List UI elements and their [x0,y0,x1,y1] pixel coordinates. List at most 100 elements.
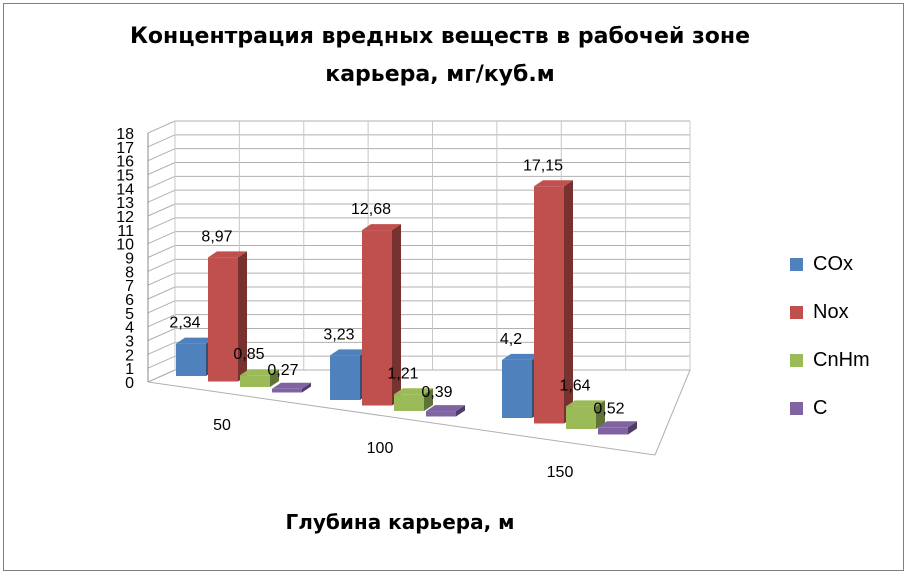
bar-side-cnhm [424,388,433,411]
x-tick-label: 50 [213,417,231,434]
bar-cox [502,359,532,418]
gridline-side [147,175,176,189]
bar-side-c [456,405,465,417]
y-tick-label: 13 [116,195,134,212]
y-tick-label: 9 [125,251,134,268]
bar-side-nox [392,224,401,406]
bar-top-nox [362,224,401,231]
y-tick-label: 4 [125,320,134,337]
gridline-side [147,203,176,217]
y-tick-label: 3 [125,334,134,351]
data-label-cox: 2,34 [169,315,200,332]
y-tick-label: 5 [125,306,134,323]
gridline-side [147,341,176,355]
bar-cnhm [394,394,424,411]
legend-label-cnhm: CnHm [813,348,870,371]
gridline-side [147,355,176,369]
legend-label-c: C [813,396,828,419]
legend-swatch-nox [790,305,803,319]
y-tick-label: 12 [116,209,134,226]
legend-item-cox: COx [790,240,900,288]
data-label-cnhm: 0,85 [233,346,264,363]
data-label-cox: 3,23 [323,326,354,343]
bar-nox [534,186,564,424]
bar-cnhm [240,375,270,387]
bar-top-nox [534,180,573,187]
bar-side-nox [564,180,573,424]
y-tick-label: 0 [125,375,134,392]
legend-swatch-c [790,401,803,415]
y-tick-label: 1 [125,361,134,378]
bar-cox [176,343,206,376]
data-label-nox: 17,15 [523,157,563,174]
bar-side-c [628,421,637,435]
bar-side-cnhm [270,369,279,387]
gridline-side [147,328,176,341]
bar-c [426,411,456,417]
bar-top-c [598,421,637,428]
bar-top-cnhm [566,400,605,407]
floor-edge-front [147,381,656,456]
bar-nox [362,230,392,406]
legend: COx Nox CnHm C [790,240,900,432]
data-label-cnhm: 1,64 [559,377,590,394]
bar-top-nox [208,251,247,258]
bar-c [272,388,302,393]
gridline-side [147,245,176,258]
chart-title: Концентрация вредных веществ в рабочей з… [129,24,751,87]
y-tick-label: 7 [125,278,134,295]
data-label-nox: 8,97 [201,228,232,245]
floor-edge-right [654,369,691,456]
bar-top-c [426,405,465,412]
gridline-side [147,300,176,314]
x-tick-label: 150 [547,464,574,481]
gridline-side [147,120,176,134]
y-tick-label: 2 [125,347,134,364]
legend-label-cox: COx [813,252,853,275]
legend-item-c: C [790,384,900,432]
legend-item-cnhm: CnHm [790,336,900,384]
gridline-side [147,162,176,175]
gridline-side [147,217,176,231]
bar-side-c [302,382,311,393]
gridline-side [147,231,176,245]
y-tick-label: 15 [116,168,134,185]
legend-swatch-cnhm [790,353,803,367]
y-tick-label: 18 [116,126,134,143]
x-axis-title: Глубина карьера, м [285,510,515,534]
y-tick-label: 11 [117,223,134,240]
data-label-c: 0,39 [421,384,452,401]
data-label-cnhm: 1,21 [387,365,418,382]
y-tick-label: 8 [125,264,134,281]
data-label-cox: 4,2 [500,331,522,348]
gridline-side [147,148,176,162]
bar-side-cnhm [596,400,605,429]
y-tick-label: 17 [116,140,134,157]
bar-cnhm [566,406,596,429]
bar-c [598,427,628,435]
y-tick-label: 10 [116,237,134,254]
bar-top-cnhm [394,388,433,395]
x-tick-label: 100 [367,440,394,457]
bar-side-nox [238,251,247,382]
gridline-side [147,189,176,203]
legend-label-nox: Nox [813,300,849,323]
legend-item-nox: Nox [790,288,900,336]
y-tick-label: 14 [116,181,134,198]
gridline-side [147,286,176,300]
gridline-side [147,314,176,328]
gridline-side [147,272,176,286]
bar-cox [330,355,360,400]
data-label-c: 0,27 [267,362,298,379]
data-label-c: 0,52 [593,400,624,417]
bar-top-c [272,382,311,389]
bar-top-cox [502,353,541,360]
gridline-side [147,134,176,148]
bar-top-cnhm [240,369,279,376]
bar-nox [208,257,238,382]
bar-top-cox [176,337,215,344]
gridline-side [147,258,176,272]
floor-edge-left [147,369,176,383]
y-tick-label: 6 [125,292,134,309]
